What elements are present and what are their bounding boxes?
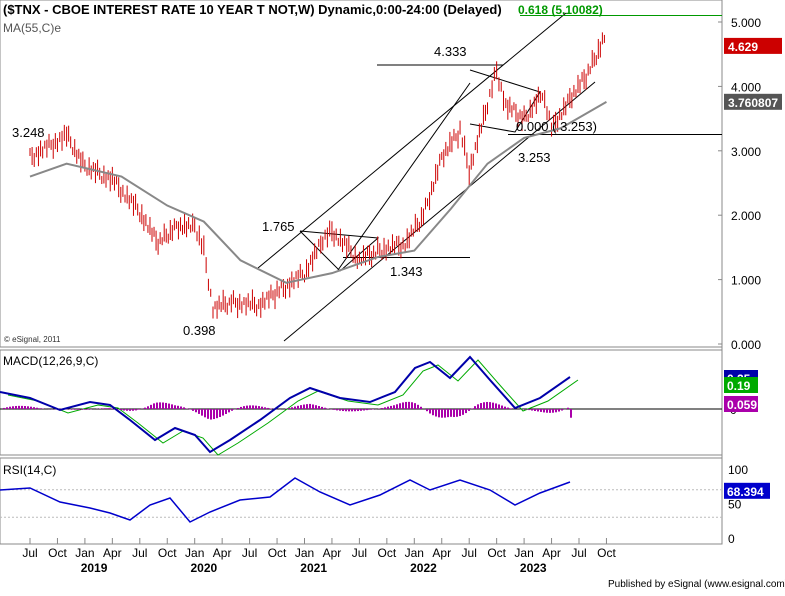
macd-layer: 00.250.190.059 xyxy=(0,355,758,456)
year-label: 2021 xyxy=(300,561,327,575)
macd-title: MACD(12,26,9,C) xyxy=(3,354,98,368)
rsi-value-box xyxy=(724,482,770,499)
price-tick-label: 1.000 xyxy=(731,274,761,288)
value-label-box xyxy=(724,93,782,110)
upper-channel-line xyxy=(257,12,567,269)
time-tick-label: Oct xyxy=(48,546,67,560)
time-tick-label: Apr xyxy=(103,546,122,560)
time-tick-label: Oct xyxy=(487,546,506,560)
time-tick-label: Jul xyxy=(242,546,257,560)
macd-line xyxy=(0,355,571,454)
copyright-text: © eSignal, 2011 xyxy=(4,335,61,344)
time-tick-label: Apr xyxy=(432,546,451,560)
time-tick-label: Jan xyxy=(514,546,533,560)
value-label-box xyxy=(724,37,782,54)
chart-title: ($TNX - CBOE INTEREST RATE 10 YEAR T NOT… xyxy=(3,2,502,17)
price-panel xyxy=(0,0,723,348)
time-tick-label: Oct xyxy=(158,546,177,560)
rsi-line xyxy=(0,477,571,523)
price-tick-label: 3.000 xyxy=(731,145,761,159)
macd-signal-line xyxy=(7,359,579,456)
annotation-label: 1.765 xyxy=(262,219,295,234)
time-tick-label: Jan xyxy=(405,546,424,560)
price-tick-label: 2.000 xyxy=(731,209,761,223)
time-tick-label: Jan xyxy=(75,546,94,560)
price-layer: 3.248 0.398 1.765 1.343 4.333 3.253 0.000 ( 3.… xyxy=(12,12,782,342)
triangle-2023 xyxy=(469,69,541,133)
macd-value-label: 0.19 xyxy=(727,379,751,393)
value-label: 4.629 xyxy=(728,40,758,54)
price-tick-label: 4.000 xyxy=(731,80,761,94)
time-tick-label: Jul xyxy=(22,546,37,560)
value-label: 3.760807 xyxy=(728,96,778,110)
time-tick-label: Jan xyxy=(295,546,314,560)
macd-value-box xyxy=(724,377,758,393)
rsi-tick-label: 0 xyxy=(728,532,735,546)
time-tick-label: Oct xyxy=(597,546,616,560)
ma-line xyxy=(29,100,607,284)
rsi-title: RSI(14,C) xyxy=(3,463,56,477)
time-tick-label: Jul xyxy=(462,546,477,560)
time-tick-label: Apr xyxy=(323,546,342,560)
annotation-label: 0.000 ( 3.253) xyxy=(516,119,597,134)
rsi-layer: 100 50 0 68.394 xyxy=(0,463,770,546)
time-tick-label: Apr xyxy=(213,546,232,560)
annotation-label: 0.398 xyxy=(183,323,216,338)
price-tick-label: 5.000 xyxy=(731,16,761,30)
rsi-tick-label: 100 xyxy=(728,463,748,477)
time-tick-label: Apr xyxy=(542,546,561,560)
time-tick-label: Jan xyxy=(185,546,204,560)
time-tick-label: Jul xyxy=(352,546,367,560)
time-tick-label: Jul xyxy=(571,546,586,560)
ma-label: MA(55,C)e xyxy=(3,21,61,35)
year-label: 2020 xyxy=(190,561,217,575)
time-tick-label: Jul xyxy=(132,546,147,560)
year-label: 2019 xyxy=(81,561,108,575)
published-text: Published by eSignal (www.esignal.com) xyxy=(608,579,785,590)
annotation-label: 1.343 xyxy=(390,264,423,279)
mid-channel-line xyxy=(337,82,471,271)
rsi-tick-label: 50 xyxy=(728,498,742,512)
time-tick-label: Oct xyxy=(268,546,287,560)
axis-layer: 0.000 1.000 2.000 3.000 4.000 5.000 Jul Oct Jan A… xyxy=(22,16,761,575)
annotation-label: 4.333 xyxy=(434,44,467,59)
macd-value-label: 0.059 xyxy=(727,398,757,412)
time-tick-label: Oct xyxy=(378,546,397,560)
annotation-label: 3.248 xyxy=(12,125,45,140)
fib-label: 0.618 (5.10082) xyxy=(518,3,603,17)
year-label: 2023 xyxy=(520,561,547,575)
lower-channel-line xyxy=(283,81,596,342)
macd-value-box xyxy=(724,396,758,412)
price-tick-label: 0.000 xyxy=(731,338,761,352)
rsi-value-label: 68.394 xyxy=(727,485,764,499)
year-label: 2022 xyxy=(410,561,437,575)
annotation-label: 3.253 xyxy=(518,150,551,165)
